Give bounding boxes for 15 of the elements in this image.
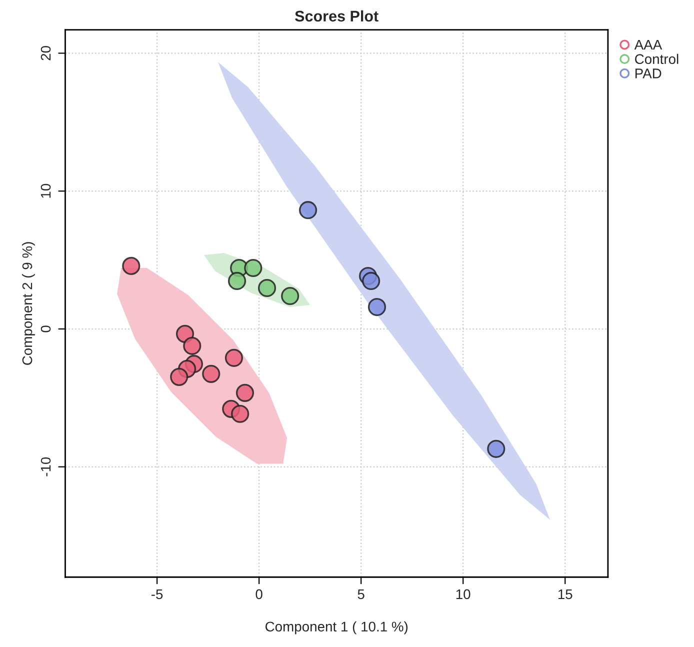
- legend-label: AAA: [634, 40, 662, 50]
- x-tick-label: 0: [256, 589, 262, 600]
- y-tick-label: 10: [40, 184, 51, 198]
- x-tick-label: 15: [558, 589, 572, 600]
- y-tick-label: 0: [40, 326, 51, 332]
- y-tick-label: 20: [40, 46, 51, 60]
- chart-title: Scores Plot: [295, 10, 378, 22]
- legend-label: PAD: [635, 68, 662, 78]
- y-tick-label: -10: [40, 457, 51, 476]
- x-axis-title: Component 1 ( 10.1 %): [266, 621, 408, 634]
- x-tick-label: 10: [456, 589, 470, 600]
- y-axis-title: Component 2 ( 9 %): [22, 242, 35, 365]
- x-tick-label: -5: [151, 589, 163, 600]
- legend-label: Control: [635, 54, 678, 64]
- x-tick-label: 5: [358, 589, 364, 600]
